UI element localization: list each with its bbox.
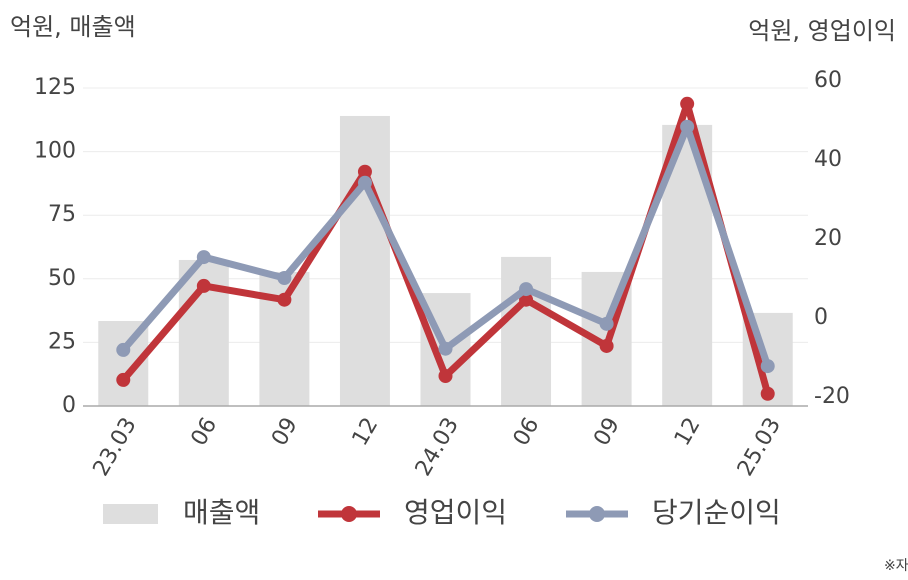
y2-tick-label: 0 bbox=[814, 305, 828, 330]
x-tick-label: 24.03 bbox=[411, 414, 464, 481]
line-point bbox=[519, 282, 534, 297]
line-point bbox=[680, 119, 695, 134]
x-tick-label: 12 bbox=[670, 414, 706, 451]
line-point bbox=[760, 359, 775, 374]
y-tick-label: 75 bbox=[48, 202, 76, 227]
line-point bbox=[760, 386, 775, 401]
line-point bbox=[196, 250, 211, 265]
y-tick-label: 0 bbox=[62, 393, 76, 418]
legend-label: 영업이익 bbox=[404, 496, 507, 529]
legend-label: 당기순이익 bbox=[652, 496, 781, 529]
y2-tick-label: -20 bbox=[814, 384, 850, 409]
x-tick-label: 06 bbox=[187, 414, 223, 451]
right-axis-unit: 억원, 영업이익 bbox=[748, 17, 896, 45]
y-tick-label: 50 bbox=[48, 266, 76, 291]
bar bbox=[501, 256, 552, 406]
legend-swatch bbox=[589, 506, 605, 522]
x-tick-label: 06 bbox=[509, 414, 545, 451]
legend-label: 매출액 bbox=[183, 496, 260, 529]
footnote: ※자 bbox=[884, 558, 908, 574]
line-point bbox=[196, 278, 211, 293]
x-tick-label: 23.03 bbox=[89, 414, 142, 481]
line-point bbox=[357, 164, 372, 179]
left-axis-unit: 억원, 매출액 bbox=[10, 13, 136, 41]
legend-swatch bbox=[341, 506, 357, 522]
legend-swatch bbox=[103, 504, 158, 524]
x-tick-label: 25.03 bbox=[733, 414, 786, 481]
x-tick-label: 12 bbox=[348, 414, 384, 451]
line-point bbox=[680, 96, 695, 111]
y-tick-label: 125 bbox=[34, 75, 76, 100]
line-point bbox=[116, 342, 131, 357]
line-point bbox=[277, 292, 292, 307]
y-tick-label: 25 bbox=[48, 329, 76, 354]
y-tick-label: 100 bbox=[34, 139, 76, 164]
bar bbox=[259, 271, 310, 406]
y2-tick-label: 60 bbox=[814, 68, 842, 93]
line-point bbox=[599, 316, 614, 331]
line-point bbox=[438, 341, 453, 356]
x-tick-label: 09 bbox=[267, 414, 303, 451]
line-point bbox=[438, 368, 453, 383]
line-point bbox=[116, 372, 131, 387]
bar bbox=[339, 115, 390, 406]
line-point bbox=[277, 271, 292, 286]
y2-tick-label: 20 bbox=[814, 226, 842, 251]
line-point bbox=[357, 175, 372, 190]
y2-tick-label: 40 bbox=[814, 147, 842, 172]
line-point bbox=[519, 292, 534, 307]
line-point bbox=[599, 338, 614, 353]
x-tick-label: 09 bbox=[589, 414, 625, 451]
